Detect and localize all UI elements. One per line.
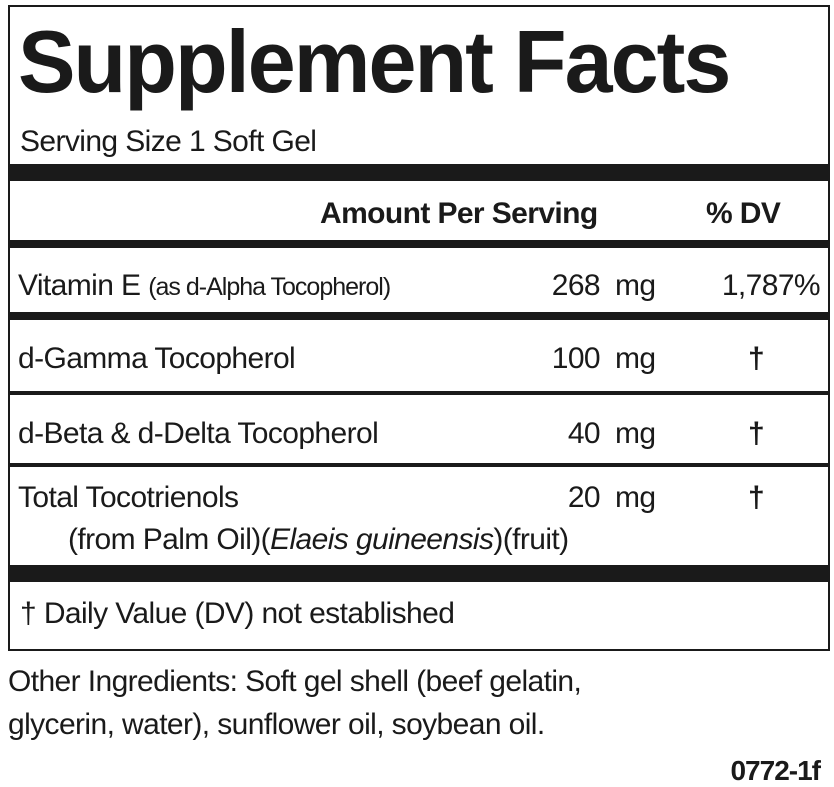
nutrient-name: Total Tocotrienols: [18, 481, 239, 514]
nutrient-amount: 268: [551, 269, 601, 302]
nutrient-amount: 40: [567, 417, 601, 450]
divider: [10, 463, 828, 467]
serving-size: Serving Size 1 Soft Gel: [20, 125, 317, 158]
nutrient-amount: 20: [567, 481, 601, 514]
dagger-icon: †: [748, 342, 765, 375]
nutrient-unit: mg: [615, 481, 656, 514]
dagger-icon: †: [748, 417, 765, 450]
nutrient-name: d-Gamma Tocopherol: [18, 342, 296, 375]
nutrient-unit: mg: [615, 342, 656, 375]
dagger-icon: †: [748, 481, 765, 514]
nutrient-unit: mg: [615, 269, 656, 302]
nutrient-detail: (as d-Alpha Tocopherol): [148, 273, 391, 301]
nutrient-source: (from Palm Oil)(Elaeis guineensis)(fruit…: [68, 523, 569, 556]
header-amount: Amount Per Serving: [320, 197, 598, 230]
latin-name: Elaeis guineensis: [270, 523, 494, 556]
supplement-facts-panel: Supplement Facts Serving Size 1 Soft Gel…: [8, 5, 830, 651]
nutrient-name: d-Beta & d-Delta Tocopherol: [18, 417, 379, 450]
divider: [10, 240, 828, 248]
nutrient-amount: 100: [551, 342, 601, 375]
other-ingredients-line1: Other Ingredients: Soft gel shell (beef …: [8, 665, 582, 698]
nutrient-dv: 1,787%: [721, 269, 821, 302]
divider: [10, 391, 828, 395]
nutrient-name: Vitamin E: [18, 269, 141, 302]
panel-title: Supplement Facts: [18, 12, 731, 111]
nutrient-unit: mg: [615, 417, 656, 450]
footnote: † Daily Value (DV) not established: [20, 597, 455, 630]
divider-thick: [10, 565, 828, 582]
header-dv: % DV: [706, 197, 781, 230]
product-code: 0772-1f: [730, 755, 821, 786]
divider-thick: [10, 164, 828, 181]
divider: [10, 312, 828, 320]
other-ingredients-line2: glycerin, water), sunflower oil, soybean…: [8, 708, 545, 741]
